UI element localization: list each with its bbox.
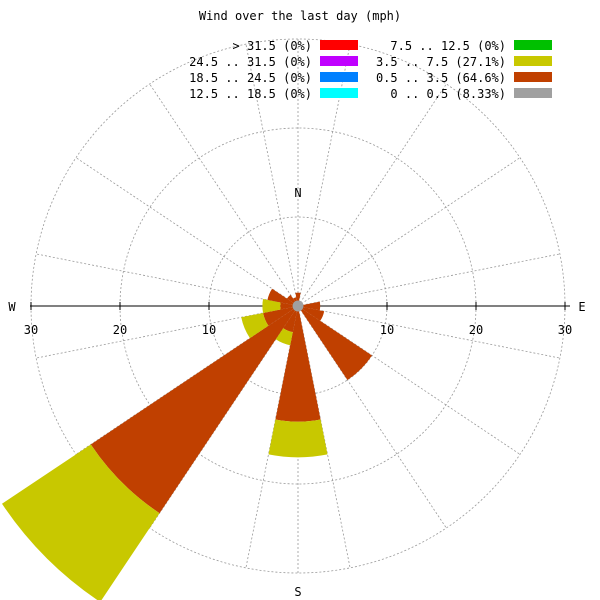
petal-270-3-5-7-5 <box>262 299 281 313</box>
grid-spoke <box>297 305 521 455</box>
grid-spoke <box>36 305 299 359</box>
legend-swatch <box>320 72 358 82</box>
legend: > 31.5 (0%) 24.5 .. 31.5 (0%) 18.5 .. 24.5… <box>189 39 552 101</box>
axis-tick-label: 20 <box>113 323 127 337</box>
legend-item-label: 0.5 .. 3.5 (64.6%) <box>376 71 506 85</box>
legend-item-label: 12.5 .. 18.5 (0%) <box>189 87 312 101</box>
axis-tick-label: 10 <box>380 323 394 337</box>
legend-swatch <box>320 40 358 50</box>
chart-title: Wind over the last day (mph) <box>199 9 401 23</box>
grid-spoke <box>75 157 299 307</box>
legend-swatch <box>320 88 358 98</box>
tick-layer: 10 10 20 20 30 30 <box>24 302 572 337</box>
petal-225-0-5-3-5 <box>90 308 296 514</box>
petal-180-0-5-3-5 <box>275 310 321 422</box>
legend-swatch <box>514 72 552 82</box>
petal-315-0-5-3-5 <box>286 294 296 304</box>
legend-item-label: 3.5 .. 7.5 (27.1%) <box>376 55 506 69</box>
grid-spoke <box>297 44 351 307</box>
petal-90-0-5-3-5 <box>302 301 321 311</box>
axis-tick-label: 10 <box>202 323 216 337</box>
petal-270-0-5-3-5 <box>280 302 294 310</box>
grid-spoke <box>297 305 560 359</box>
petal-135-0-5-3-5 <box>300 308 373 381</box>
grid-spoke <box>297 253 560 307</box>
petal-layer <box>1 288 373 600</box>
grid-spoke <box>297 157 521 307</box>
compass-south-label: S <box>294 585 301 599</box>
legend-swatch <box>514 88 552 98</box>
legend-item-label: 0 .. 0.5 (8.33%) <box>390 87 506 101</box>
axis-tick-label: 30 <box>558 323 572 337</box>
petal-112.5-0-5-3-5 <box>301 306 325 321</box>
legend-item-label: > 31.5 (0%) <box>233 39 312 53</box>
petal-247.5-0-5-3-5 <box>263 306 295 326</box>
legend-swatch <box>514 40 552 50</box>
grid-spoke <box>149 83 299 307</box>
compass-west-label: W <box>8 300 16 314</box>
legend-swatch <box>320 56 358 66</box>
petal-225-3-5-7-5 <box>1 444 160 600</box>
grid-spoke <box>297 83 447 307</box>
axis-tick-label: 30 <box>24 323 38 337</box>
legend-swatch <box>514 56 552 66</box>
label-layer: Wind over the last day (mph) N S W E <box>8 9 585 599</box>
axis-tick-label: 20 <box>469 323 483 337</box>
legend-item-label: 18.5 .. 24.5 (0%) <box>189 71 312 85</box>
petal-292.5-0-5-3-5 <box>267 288 295 306</box>
calm-center <box>292 300 304 312</box>
petal-247.5-3-5-7-5 <box>241 312 269 339</box>
petal-202.5-3-5-7-5 <box>275 328 293 346</box>
petal-180-3-5-7-5 <box>268 419 328 458</box>
legend-item-label: 24.5 .. 31.5 (0%) <box>189 55 312 69</box>
grid-spoke <box>36 253 299 307</box>
compass-north-label: N <box>294 186 301 200</box>
petal-202.5-0-5-3-5 <box>283 309 298 333</box>
grid-spoke <box>149 305 299 529</box>
compass-east-label: E <box>578 300 585 314</box>
grid-spoke <box>245 44 299 307</box>
petal-0-0-5-3-5 <box>295 292 301 302</box>
legend-item-label: 7.5 .. 12.5 (0%) <box>390 39 506 53</box>
